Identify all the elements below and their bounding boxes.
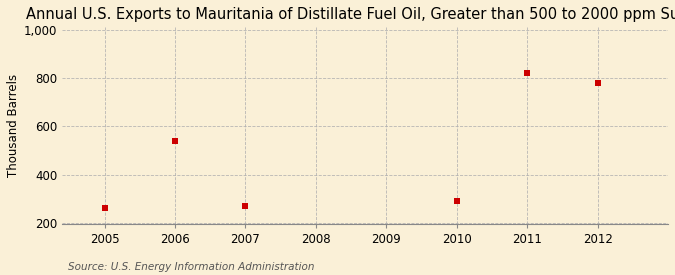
Y-axis label: Thousand Barrels: Thousand Barrels xyxy=(7,74,20,177)
Title: Annual U.S. Exports to Mauritania of Distillate Fuel Oil, Greater than 500 to 20: Annual U.S. Exports to Mauritania of Dis… xyxy=(26,7,675,22)
Text: Source: U.S. Energy Information Administration: Source: U.S. Energy Information Administ… xyxy=(68,262,314,272)
